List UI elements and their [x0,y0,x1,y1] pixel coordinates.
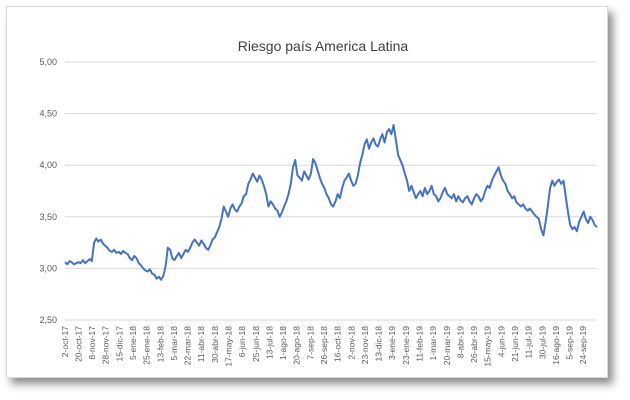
x-tick-label: 15-dic-17 [114,326,124,362]
y-tick-label: 3,50 [39,212,57,222]
x-tick-label: 13-feb-18 [155,326,165,363]
x-tick-label: 11-abr-18 [196,326,206,362]
y-tick-label: 3,00 [39,263,57,273]
x-tick-label: 15-may-19 [483,326,493,367]
x-tick-label: 25-ene-18 [142,326,152,365]
x-tick-label: 26-sep-18 [319,326,329,365]
x-tick-label: 11-feb-19 [414,326,424,362]
x-tick-label: 5-sep-19 [565,326,575,360]
x-tick-label: 23-nov-18 [360,326,370,365]
x-tick-label: 28-nov-17 [101,326,111,365]
x-tick-label: 30-abr-18 [210,326,220,363]
x-tick-label: 7-sep-18 [305,326,315,360]
y-tick-label: 5,00 [39,57,57,67]
x-tick-label: 30-jul-19 [537,326,547,359]
x-tick-label: 22-mar-18 [183,326,193,365]
x-tick-label: 2-nov-18 [346,326,356,360]
chart-frame: Riesgo país America Latina 2,50 3,00 3,50 4… [6,6,608,378]
x-tick-label: 21-jun-19 [510,326,520,362]
y-tick-label: 2,50 [39,315,57,325]
x-tick-label: 1-ago-18 [278,326,288,360]
chart-title: Riesgo país America Latina [238,38,409,54]
plot-area [64,124,598,281]
x-tick-label: 20-mar-19 [442,326,452,365]
x-tick-label: 8-nov-17 [87,326,97,360]
y-axis: 2,50 3,00 3,50 4,00 4,50 5,00 [39,57,57,325]
x-tick-label: 6-jun-18 [237,326,247,357]
x-tick-label: 4-jun-19 [496,326,506,357]
x-tick-label: 23-ene-19 [401,326,411,365]
x-tick-label: 16-ago-19 [551,326,561,365]
x-tick-label: 16-oct-18 [333,326,343,362]
x-tick-label: 24-sep-19 [578,326,588,365]
x-axis: 2-oct-17 20-oct-17 8-nov-17 28-nov-17 15-dic… [60,326,588,367]
x-tick-label: 26-abr-19 [469,326,479,363]
x-tick-label: 2-oct-17 [60,326,70,357]
x-tick-label: 11-jul-19 [524,326,534,359]
x-tick-label: 13-dic-18 [374,326,384,362]
x-tick-label: 20-oct-17 [73,326,83,362]
x-tick-label: 25-jun-18 [251,326,261,362]
x-tick-label: 20-ago-18 [292,326,302,365]
x-tick-label: 5-ene-18 [128,326,138,360]
x-tick-label: 13-jul-18 [264,326,274,359]
x-tick-label: 1-mar-19 [428,326,438,361]
x-tick-label: 3-ene-19 [387,326,397,360]
line-chart: Riesgo país America Latina 2,50 3,00 3,50 4… [39,38,598,367]
x-tick-label: 8-abr-19 [455,326,465,358]
series-line [64,124,598,281]
x-tick-label: 5-mar-18 [169,326,179,361]
x-tick-label: 17-may-18 [224,326,234,367]
y-tick-label: 4,00 [39,160,57,170]
gridlines [65,61,597,321]
y-tick-label: 4,50 [39,109,57,119]
